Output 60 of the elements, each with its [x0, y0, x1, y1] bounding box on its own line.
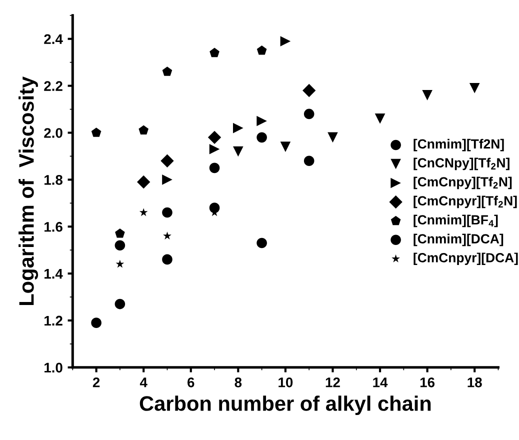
point [280, 36, 291, 46]
x-tick-label: 12 [326, 377, 340, 388]
legend-label: [CmCnpyr][DCA] [414, 252, 518, 266]
y-tick-label: 1.4 [44, 269, 63, 279]
point [256, 238, 267, 248]
point [115, 228, 125, 238]
y-tick-label: 2.4 [44, 34, 63, 44]
x-tick-label: 8 [234, 377, 242, 388]
point [233, 122, 244, 134]
point [162, 174, 172, 185]
legend-label: [Cnmim][Tf2N] [414, 138, 504, 152]
y-axis-title: Logarithm of Viscosity [18, 76, 38, 305]
y-tick-label: 2.2 [44, 81, 62, 91]
x-tick-label: 18 [468, 377, 482, 388]
legend-label: [Cnmim][BF$_{4}$] [414, 214, 498, 228]
legend-label: [CmCnpyr][Tf$_{2}$N] [414, 196, 517, 208]
x-tick-label: 2 [92, 377, 100, 388]
point [91, 318, 102, 328]
x-tick-label: 16 [420, 377, 435, 388]
y-tick-label: 1.2 [44, 316, 62, 326]
point [137, 175, 150, 189]
point [256, 116, 267, 126]
point [209, 162, 220, 174]
point [116, 260, 124, 268]
point [302, 84, 316, 98]
point [210, 48, 220, 58]
point [374, 114, 386, 124]
y-tick-label: 1.6 [44, 222, 62, 232]
point [422, 90, 432, 100]
point [469, 82, 480, 94]
point [160, 154, 174, 168]
point [209, 144, 220, 154]
point [304, 108, 314, 120]
x-tick-label: 14 [373, 378, 388, 388]
point [162, 254, 172, 265]
x-tick-label: 4 [140, 378, 148, 388]
point [138, 125, 148, 135]
point [233, 146, 244, 157]
point [114, 298, 126, 310]
y-tick-label: 1.0 [44, 362, 62, 373]
point [256, 132, 267, 143]
point [256, 45, 267, 55]
point [162, 207, 172, 218]
point [91, 128, 102, 137]
point [208, 130, 222, 144]
x-tick-label: 10 [278, 377, 293, 388]
y-tick-label: 2.0 [44, 128, 62, 138]
legend-label: [CmCnpy][Tf$_{2}$N] [414, 176, 512, 190]
y-tick-label: 1.8 [44, 175, 63, 185]
x-axis-title: Carbon number of alkyl chain [140, 396, 431, 416]
point [328, 132, 338, 143]
x-tick-label: 6 [188, 377, 194, 388]
point [139, 208, 148, 216]
point [304, 156, 314, 166]
point [163, 232, 172, 240]
point [162, 66, 172, 76]
legend-label: [CnCNpy][Tf$_{2}$N] [414, 158, 510, 170]
legend-label: [Cnmim][DCA] [414, 234, 504, 246]
point [280, 142, 291, 152]
point [114, 240, 126, 251]
